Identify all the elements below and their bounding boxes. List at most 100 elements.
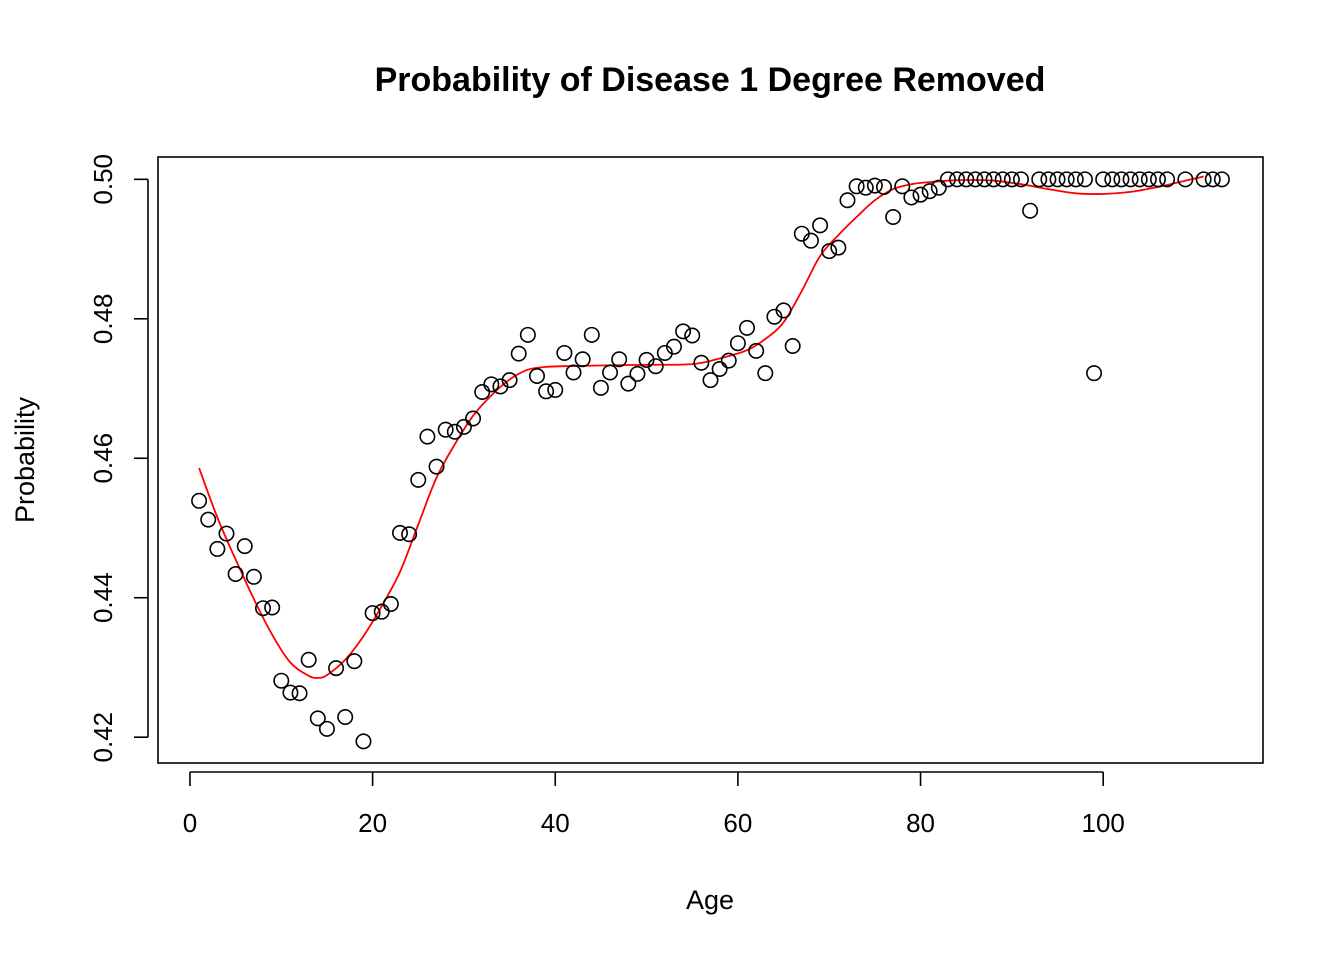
data-point xyxy=(830,239,847,256)
data-point xyxy=(866,177,883,194)
data-point xyxy=(1113,171,1130,188)
data-point xyxy=(227,566,244,583)
data-point xyxy=(876,178,893,195)
data-point xyxy=(903,189,920,206)
data-point xyxy=(328,660,345,677)
data-point xyxy=(757,365,774,382)
data-point xyxy=(848,178,865,195)
data-point xyxy=(1195,171,1212,188)
data-point xyxy=(994,171,1011,188)
data-point xyxy=(209,540,226,557)
data-point xyxy=(446,423,463,440)
data-point xyxy=(1049,171,1066,188)
data-point xyxy=(455,418,472,435)
data-point xyxy=(501,372,518,389)
x-axis-label: Age xyxy=(686,885,734,915)
data-point xyxy=(647,358,664,375)
data-point xyxy=(885,208,902,225)
data-point xyxy=(985,171,1002,188)
data-point xyxy=(793,225,810,242)
data-point xyxy=(200,511,217,528)
data-point xyxy=(337,708,354,725)
data-point xyxy=(318,720,335,737)
data-point xyxy=(538,383,555,400)
y-tick-label: 0.44 xyxy=(88,572,118,623)
x-tick-label: 60 xyxy=(723,808,752,838)
data-point xyxy=(912,186,929,203)
data-point xyxy=(1131,171,1148,188)
data-point xyxy=(1140,171,1157,188)
data-point xyxy=(300,651,317,668)
data-point xyxy=(693,354,710,371)
data-point xyxy=(592,379,609,396)
data-point xyxy=(1204,171,1221,188)
y-tick-label: 0.48 xyxy=(88,293,118,344)
data-point xyxy=(939,171,956,188)
data-point xyxy=(1122,171,1139,188)
data-point xyxy=(245,568,262,585)
x-tick-label: 80 xyxy=(906,808,935,838)
data-point xyxy=(702,372,719,389)
data-point xyxy=(1149,171,1166,188)
data-point xyxy=(857,179,874,196)
x-tick-label: 40 xyxy=(541,808,570,838)
data-point xyxy=(519,326,536,343)
data-point xyxy=(894,178,911,195)
data-point xyxy=(428,458,445,475)
data-point xyxy=(675,323,692,340)
data-point xyxy=(711,360,728,377)
data-point xyxy=(1031,171,1048,188)
data-point xyxy=(720,352,737,369)
y-axis: 0.42 0.44 0.46 0.48 0.50 xyxy=(88,154,149,763)
data-point xyxy=(309,710,326,727)
data-point xyxy=(510,345,527,362)
y-tick-label: 0.50 xyxy=(88,154,118,205)
data-point xyxy=(273,672,290,689)
data-point xyxy=(958,171,975,188)
data-point xyxy=(729,335,746,352)
data-point xyxy=(976,171,993,188)
data-point xyxy=(556,344,573,361)
plot-frame xyxy=(157,156,1264,764)
data-point xyxy=(528,367,545,384)
data-point xyxy=(1177,171,1194,188)
data-point xyxy=(739,319,756,336)
data-point xyxy=(1003,171,1020,188)
data-point xyxy=(483,376,500,393)
chart-title: Probability of Disease 1 Degree Removed xyxy=(375,61,1046,99)
data-point xyxy=(264,599,281,616)
x-tick-label: 20 xyxy=(358,808,387,838)
data-point xyxy=(547,381,564,398)
y-axis-label: Probability xyxy=(10,396,40,523)
data-point xyxy=(255,600,272,617)
data-point xyxy=(1040,171,1057,188)
data-point xyxy=(629,365,646,382)
data-point xyxy=(921,183,938,200)
data-point xyxy=(364,605,381,622)
data-point xyxy=(839,192,856,209)
data-point xyxy=(967,171,984,188)
data-point xyxy=(474,384,491,401)
data-point xyxy=(218,525,235,542)
x-tick-label: 0 xyxy=(183,808,197,838)
y-tick-label: 0.42 xyxy=(88,712,118,763)
data-point xyxy=(1159,171,1176,188)
fit-line xyxy=(198,175,1204,679)
data-point xyxy=(611,351,628,368)
data-point xyxy=(574,351,591,368)
data-point xyxy=(1213,171,1230,188)
data-point xyxy=(748,342,765,359)
data-point xyxy=(392,524,409,541)
data-point xyxy=(346,653,363,670)
data-point xyxy=(583,326,600,343)
data-point xyxy=(1086,365,1103,382)
data-point xyxy=(437,421,454,438)
data-point xyxy=(821,243,838,260)
data-point xyxy=(1104,171,1121,188)
data-point xyxy=(812,217,829,234)
x-tick-label: 100 xyxy=(1081,808,1124,838)
data-point xyxy=(410,471,427,488)
data-point xyxy=(291,685,308,702)
data-point xyxy=(930,179,947,196)
